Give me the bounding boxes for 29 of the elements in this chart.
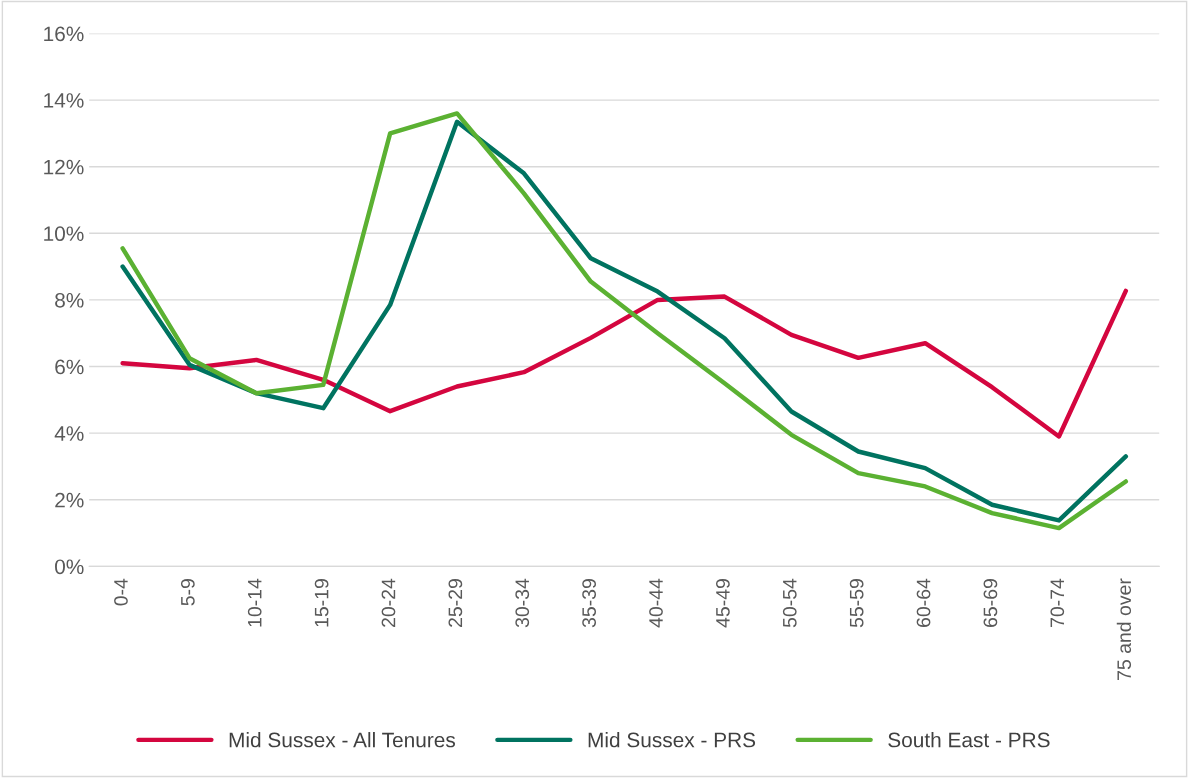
x-tick-label: 50-54 — [782, 578, 797, 628]
x-tick-label: 45-49 — [716, 579, 730, 628]
y-tick-label: 8% — [55, 292, 84, 308]
legend-label: Mid Sussex - PRS — [588, 732, 756, 748]
y-tick-label: 16% — [44, 26, 84, 42]
legend-label: Mid Sussex - All Tenures — [229, 732, 456, 748]
x-tick-label: 40-44 — [649, 578, 663, 628]
x-tick-label: 5-9 — [180, 579, 195, 606]
x-tick-label: 25-29 — [448, 579, 463, 627]
y-tick-label: 0% — [55, 559, 84, 575]
y-tick-label: 12% — [44, 159, 84, 175]
x-tick-label: 70-74 — [1050, 578, 1065, 627]
x-tick-label: 35-39 — [582, 579, 596, 628]
x-tick-label: 20-24 — [381, 578, 396, 627]
y-tick-label: 2% — [55, 492, 84, 508]
y-tick-label: 10% — [44, 226, 84, 242]
y-tick-label: 4% — [54, 426, 84, 441]
line-series — [120, 288, 1129, 439]
x-tick-label: 15-19 — [314, 579, 329, 627]
x-tick-label: 10-14 — [247, 578, 262, 627]
x-tick-label: 65-69 — [983, 579, 998, 627]
x-tick-label: 30-34 — [515, 578, 530, 628]
y-tick-label: 14% — [44, 93, 84, 108]
x-tick-label: 55-59 — [849, 579, 864, 628]
x-tick-label: 75 and over — [1116, 578, 1132, 680]
y-tick-label: 6% — [55, 359, 84, 375]
x-tick-label: 0-4 — [114, 578, 128, 606]
legend-label: South East - PRS — [888, 732, 1050, 748]
x-tick-label: 60-64 — [916, 578, 931, 627]
